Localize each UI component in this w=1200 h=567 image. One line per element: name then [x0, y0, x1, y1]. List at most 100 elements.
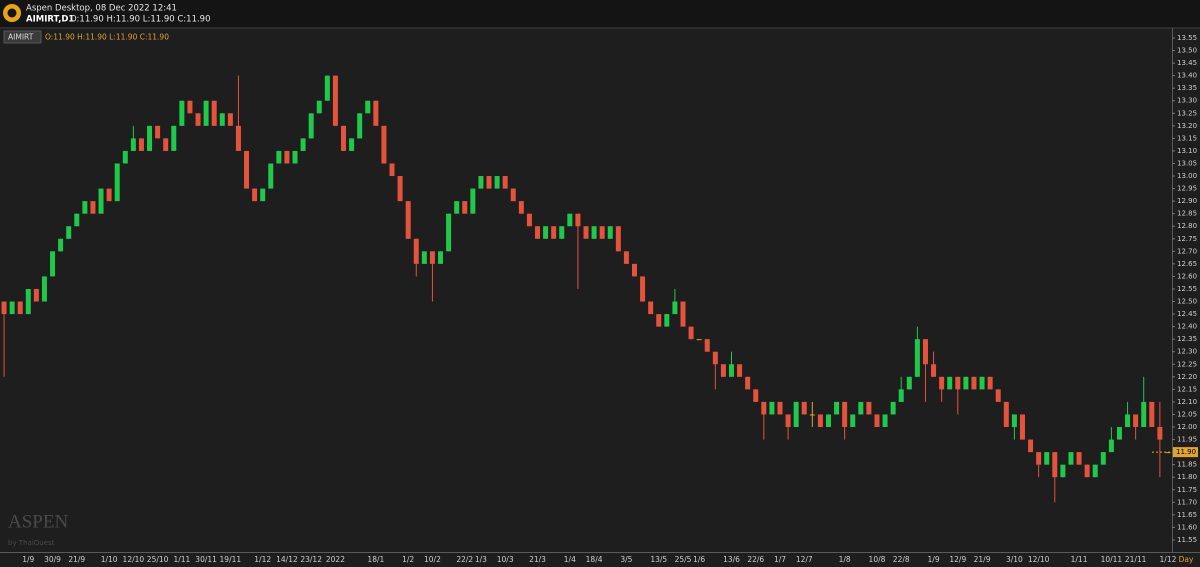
- candle-body: [858, 401, 864, 415]
- candle-body: [874, 414, 880, 428]
- y-tick-label: 13.50: [1177, 47, 1197, 55]
- candle-body: [656, 314, 662, 327]
- candle-body: [114, 163, 120, 202]
- candle-body: [478, 176, 484, 189]
- x-tick-label: 21/9: [68, 555, 85, 564]
- candle-body: [753, 389, 759, 402]
- x-tick-label: 12/10: [1028, 555, 1050, 564]
- x-tick-label: 21/9: [974, 555, 991, 564]
- candle-body: [219, 113, 225, 126]
- candle-body: [163, 138, 169, 151]
- candle-body: [510, 188, 516, 202]
- x-tick-label: 2022: [326, 555, 345, 564]
- candle-body: [672, 301, 678, 315]
- candle-body: [890, 401, 896, 415]
- x-tick-label: 22/2: [456, 555, 473, 564]
- candle-body: [462, 201, 468, 214]
- candle-body: [486, 176, 492, 189]
- current-price-label: 11.90: [1176, 448, 1196, 456]
- candle-body: [1141, 401, 1147, 428]
- app-title: Aspen Desktop, 08 Dec 2022 12:41: [26, 4, 177, 14]
- candle-body: [438, 251, 444, 264]
- candle-body: [712, 351, 718, 365]
- x-tick-label: 1/10: [101, 555, 118, 564]
- y-tick-label: 12.40: [1177, 323, 1197, 331]
- candle-body: [397, 176, 403, 202]
- candle-body: [615, 226, 621, 252]
- candle-body: [922, 339, 928, 365]
- x-tick-label: 1/9: [928, 555, 940, 564]
- candle-body: [551, 226, 557, 239]
- candle-body: [276, 150, 282, 164]
- candle-body: [17, 301, 23, 315]
- candle-body: [1044, 452, 1050, 465]
- candle-body: [842, 401, 848, 428]
- y-tick-label: 11.80: [1177, 473, 1197, 481]
- candle-body: [446, 213, 452, 252]
- x-tick-label: 25/10: [147, 555, 169, 564]
- candle-body: [785, 414, 791, 428]
- candle-body: [316, 100, 322, 114]
- candle-body: [203, 100, 209, 126]
- candle-body: [324, 75, 330, 101]
- y-tick-label: 13.40: [1177, 72, 1197, 80]
- x-tick-label: 3/5: [620, 555, 632, 564]
- x-tick-label: 1/9: [22, 555, 34, 564]
- y-tick-label: 13.10: [1177, 147, 1197, 155]
- candle-body: [33, 288, 39, 302]
- candle-body: [939, 376, 945, 390]
- candle-body: [106, 188, 112, 202]
- candle-body: [567, 213, 573, 227]
- legend-symbol-box: [3, 30, 42, 44]
- candle-body: [809, 414, 815, 416]
- x-tick-label: 1/12: [254, 555, 271, 564]
- candle-body: [882, 414, 888, 428]
- candle-body: [834, 401, 840, 415]
- candle-body: [583, 226, 589, 239]
- y-tick-label: 12.80: [1177, 222, 1197, 230]
- candle-body: [130, 138, 136, 151]
- candle-body: [591, 226, 597, 239]
- candle-body: [284, 150, 290, 164]
- candle-body: [227, 113, 233, 126]
- candle-body: [664, 314, 670, 327]
- candle-body: [987, 376, 993, 390]
- candle-body: [357, 113, 363, 139]
- candle-body: [1157, 427, 1163, 440]
- candle-body: [332, 75, 338, 126]
- candle-body: [914, 339, 920, 377]
- x-tick-label: 1/8: [839, 555, 851, 564]
- candle-body: [866, 401, 872, 415]
- candle-body: [1052, 452, 1058, 478]
- y-tick-label: 11.60: [1177, 523, 1197, 531]
- candle-body: [292, 150, 298, 164]
- candle-body: [90, 201, 96, 214]
- y-tick-label: 12.05: [1177, 410, 1197, 418]
- candle-body: [365, 100, 371, 114]
- candle-body: [74, 213, 80, 227]
- candle-body: [761, 401, 767, 415]
- y-tick-label: 13.55: [1177, 34, 1197, 42]
- candle-body: [235, 125, 241, 151]
- y-tick-label: 12.15: [1177, 385, 1197, 393]
- candle-body: [955, 376, 961, 390]
- candle-body: [631, 263, 637, 277]
- candle-body: [147, 125, 153, 151]
- y-tick-label: 11.85: [1177, 461, 1197, 469]
- x-tick-label: 1/4: [564, 555, 576, 564]
- candle-body: [898, 389, 904, 402]
- candle-body: [25, 288, 31, 315]
- title-bar: [0, 0, 1200, 27]
- y-tick-label: 13.00: [1177, 172, 1197, 180]
- x-tick-label: 23/12: [300, 555, 322, 564]
- y-tick-label: 12.30: [1177, 348, 1197, 356]
- x-tick-label: 12/7: [796, 555, 813, 564]
- candle-body: [1125, 414, 1131, 428]
- candle-body: [66, 226, 72, 239]
- x-tick-label: 1/11: [173, 555, 190, 564]
- candle-body: [931, 364, 937, 377]
- y-tick-label: 12.70: [1177, 247, 1197, 255]
- x-tick-label: 13/5: [650, 555, 667, 564]
- candle-body: [58, 238, 64, 252]
